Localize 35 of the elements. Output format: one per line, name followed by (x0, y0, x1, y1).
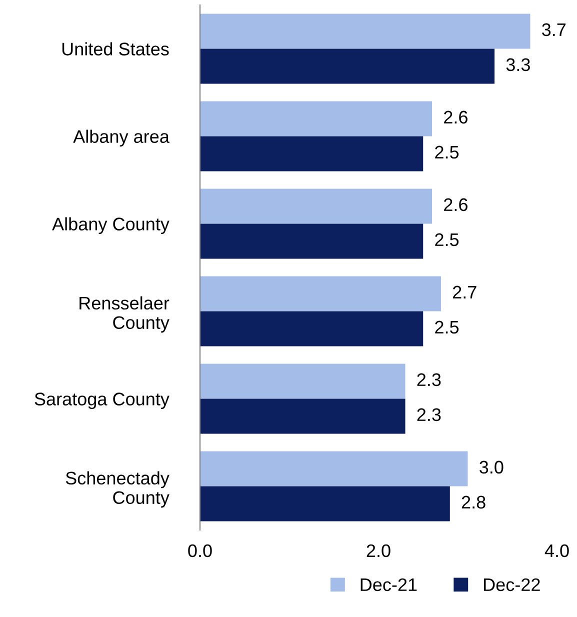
y-tick-label: Albany area (73, 130, 170, 147)
bar (200, 48, 495, 84)
data-label: 2.3 (417, 408, 441, 422)
data-label: 2.5 (435, 320, 459, 334)
y-tick-label: Schenectady County (66, 471, 170, 508)
y-tick-label: Saratoga County (34, 392, 170, 410)
bar (200, 451, 468, 486)
y-tick-label: Rensselaer County (80, 296, 170, 333)
data-label: 2.7 (452, 286, 476, 298)
bar (200, 364, 406, 399)
bar (200, 276, 441, 312)
x-tick-label: 4.0 (544, 544, 569, 558)
x-tick-label: 2.0 (366, 544, 390, 558)
data-label: 3.0 (480, 460, 504, 474)
x-tick-label: 0.0 (188, 544, 212, 558)
data-label: 2.3 (417, 373, 441, 386)
data-label: 2.8 (462, 496, 486, 509)
bar (200, 486, 450, 522)
bar (200, 188, 432, 224)
legend-label: Dec-22 (484, 578, 540, 592)
bar (200, 136, 424, 172)
bar (200, 311, 424, 346)
data-label: 2.5 (435, 146, 459, 159)
data-label: 2.6 (444, 198, 468, 212)
y-tick-label: United States (62, 42, 169, 56)
bar (200, 101, 432, 136)
bar (200, 14, 530, 49)
bar (200, 224, 424, 259)
data-label: 2.5 (435, 233, 459, 246)
y-tick-label: Albany County (52, 217, 170, 234)
data-label: 3.7 (542, 23, 566, 36)
data-label: 2.6 (444, 110, 468, 124)
legend-label: Dec-21 (360, 578, 417, 592)
data-label: 3.3 (506, 58, 530, 72)
bar (200, 398, 406, 434)
